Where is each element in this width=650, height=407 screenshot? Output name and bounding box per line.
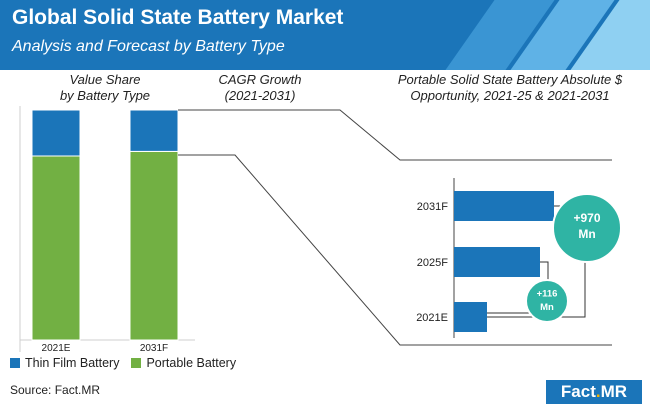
legend: Thin Film Battery Portable Battery	[10, 356, 248, 370]
hbar-2031F	[454, 191, 554, 221]
legend-swatch-thin-film	[10, 358, 20, 368]
legend-item-portable: Portable Battery	[131, 356, 236, 370]
header-banner: Global Solid State Battery Market Analys…	[0, 0, 650, 70]
legend-item-thin-film: Thin Film Battery	[10, 356, 119, 370]
bar-2021E-thin-film	[31, 109, 81, 157]
connector-bottom-line	[178, 154, 612, 346]
cagr-label: CAGR Growth (2021-2031)	[218, 72, 302, 103]
opportunity-bubble	[525, 279, 569, 323]
legend-swatch-portable	[131, 358, 142, 368]
logo-main: Fact	[560, 382, 596, 401]
hbar-2021E	[454, 302, 487, 332]
bar-2031F-portable	[129, 150, 179, 341]
opportunity-bubble-label: Mn	[540, 302, 554, 313]
connector-top-line	[178, 109, 612, 161]
logo-tail: MR	[600, 382, 628, 401]
bar-2021E-portable	[31, 155, 81, 341]
share-x-tick-label: 2021E	[42, 343, 71, 354]
share-x-tick-label: 2031F	[140, 343, 168, 354]
opportunity-y-tick-label: 2031F	[417, 201, 448, 213]
legend-label-portable: Portable Battery	[146, 356, 237, 370]
hbar-2025F	[454, 247, 540, 277]
logo-dot: .	[595, 382, 601, 401]
page-subtitle: Analysis and Forecast by Battery Type	[12, 38, 285, 55]
bar-2031F-thin-film	[129, 109, 179, 152]
value-share-label: Value Share by Battery Type	[59, 72, 151, 103]
factmr-logo: Fact.MR	[546, 380, 642, 404]
opportunity-bubble-label: Mn	[578, 227, 595, 241]
legend-label-thin-film: Thin Film Battery	[25, 356, 120, 370]
source-note: Source: Fact.MR	[10, 383, 101, 397]
opportunity-y-tick-label: 2021E	[416, 312, 448, 324]
opportunity-bubble-label: +970	[573, 211, 600, 225]
page-title: Global Solid State Battery Market	[12, 6, 344, 29]
opportunity-bubble	[552, 193, 622, 263]
opportunity-bubble-label: +116	[537, 288, 558, 299]
opportunity-y-tick-label: 2025F	[417, 257, 448, 269]
opportunity-label: Portable Solid State Battery Absolute $ …	[397, 72, 623, 103]
